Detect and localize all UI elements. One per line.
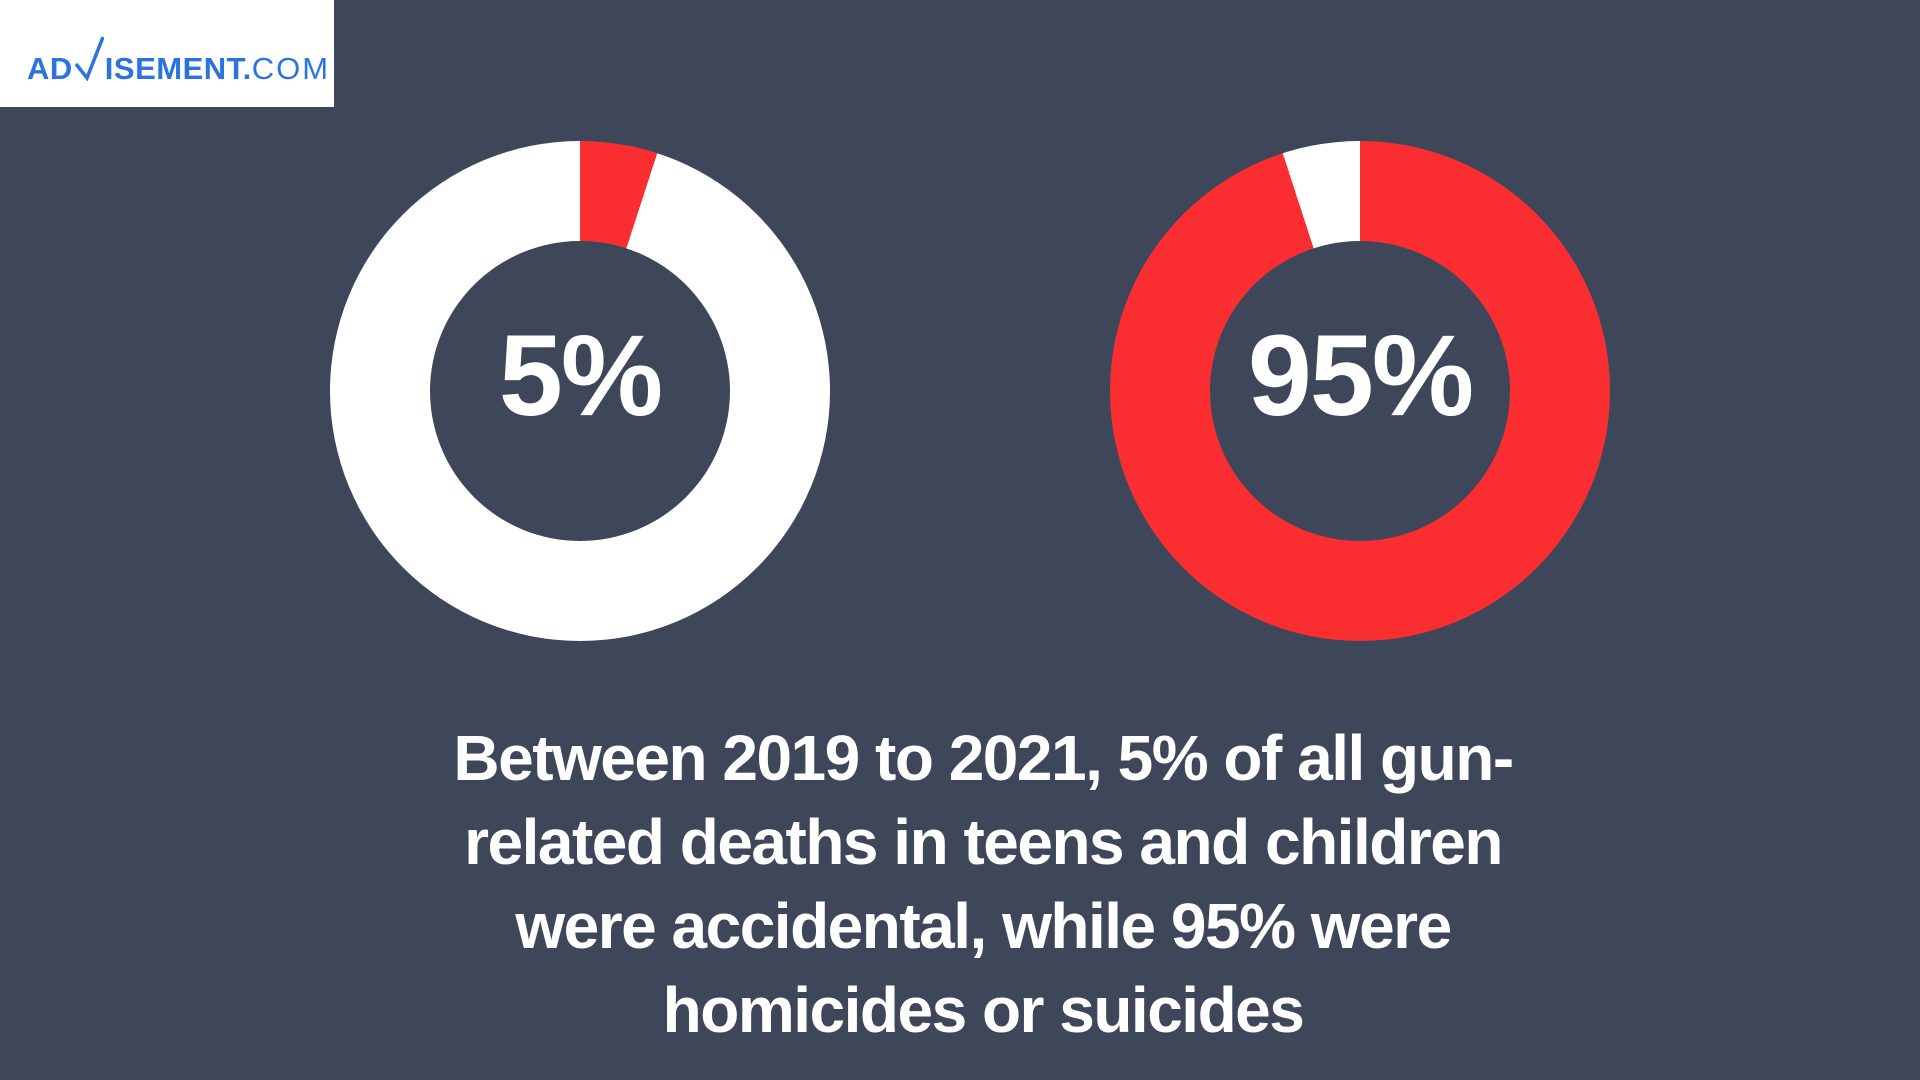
logo: AD ISEMENT.COM — [0, 0, 334, 107]
logo-text: AD ISEMENT.COM — [27, 35, 330, 87]
donut-hole: 95% — [1210, 241, 1510, 541]
donut-center-label-95: 95% — [1247, 312, 1474, 440]
donut-chart-accidental: 5% — [330, 141, 830, 641]
donut-hole: 5% — [430, 241, 730, 541]
logo-text-suffix: COM — [251, 50, 331, 86]
donut-center-label-5: 5% — [498, 312, 663, 440]
donut-chart-homicides-suicides: 95% — [1110, 141, 1610, 641]
checkmark-v-icon — [74, 35, 104, 81]
caption-text: Between 2019 to 2021, 5% of all gun- rel… — [453, 722, 1514, 1046]
logo-text-prefix: AD — [27, 50, 73, 86]
logo-text-middle: ISEMENT. — [104, 50, 252, 86]
